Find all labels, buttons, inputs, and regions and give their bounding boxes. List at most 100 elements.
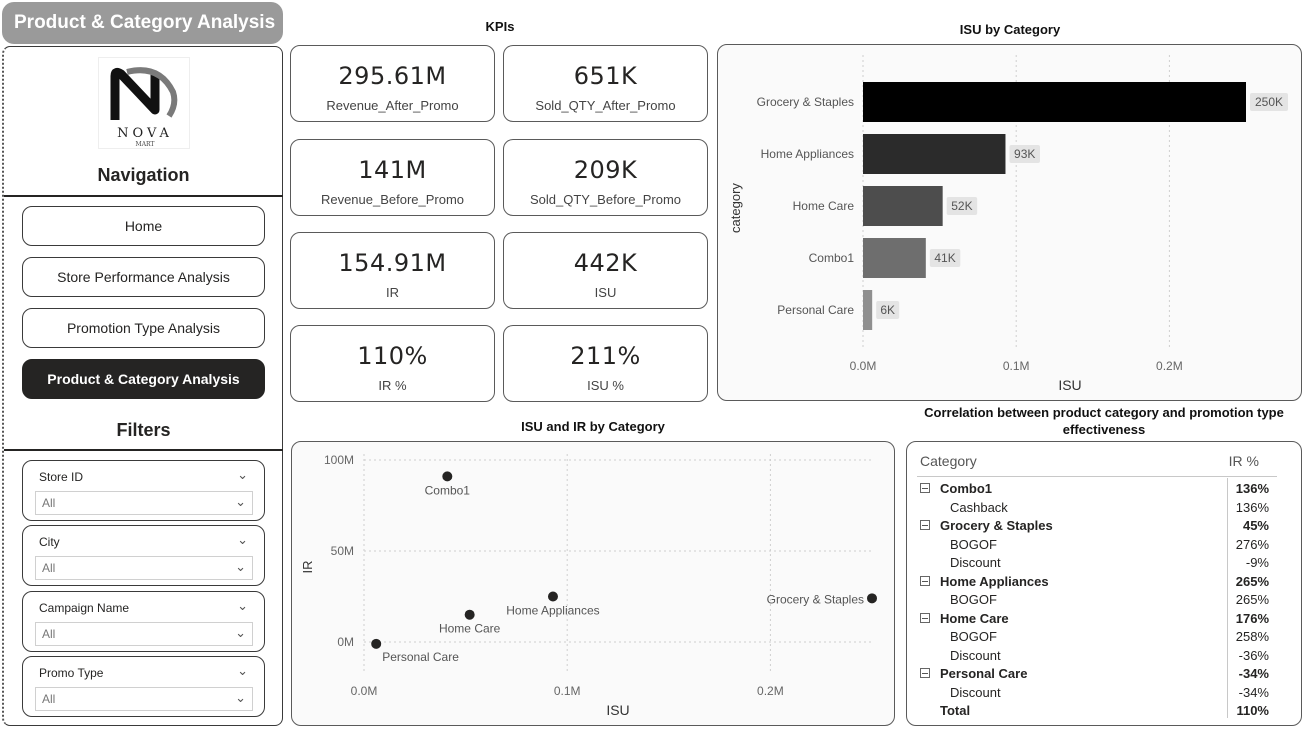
kpi-card: 154.91M IR: [290, 232, 495, 309]
row-value: 136%: [1235, 481, 1269, 496]
table-row: Total 110%: [907, 702, 1301, 720]
kpi-label: IR: [386, 285, 399, 300]
chevron-down-icon[interactable]: ⌄: [237, 467, 248, 482]
filter-label: Campaign Name: [39, 601, 130, 615]
divider: [4, 449, 283, 451]
kpi-value: 141M: [358, 156, 427, 184]
row-value: 110%: [1236, 703, 1269, 718]
nav-home-button[interactable]: Home: [22, 206, 265, 246]
row-value: -34%: [1238, 666, 1269, 681]
scatter-point: [867, 593, 877, 604]
store-id-dropdown[interactable]: All ⌄: [35, 491, 253, 515]
collapse-icon[interactable]: [920, 575, 930, 586]
bar: [863, 134, 1006, 174]
table-row[interactable]: Personal Care -34%: [907, 665, 1301, 683]
table-row[interactable]: Combo1 136%: [907, 480, 1301, 498]
row-label: Home Care: [940, 610, 1009, 626]
column-header-category[interactable]: Category: [920, 453, 977, 469]
filter-label: Promo Type: [39, 666, 104, 680]
filter-campaign-name: Campaign Name ⌄ All ⌄: [22, 591, 265, 652]
y-tick-label: 0M: [337, 635, 354, 649]
row-label: Discount: [950, 684, 1001, 700]
row-label: BOGOF: [950, 629, 997, 644]
table-row[interactable]: Home Appliances 265%: [907, 573, 1301, 591]
table-row[interactable]: Home Care 176%: [907, 610, 1301, 628]
row-value: 176%: [1235, 610, 1269, 626]
data-label-bg: [1009, 145, 1040, 163]
row-value: -36%: [1238, 647, 1269, 663]
bar: [863, 82, 1246, 122]
kpi-value: 211%: [570, 342, 641, 370]
row-value: -34%: [1238, 684, 1269, 700]
chevron-down-icon: ⌄: [235, 690, 246, 705]
nav-promotion-type-button[interactable]: Promotion Type Analysis: [22, 308, 265, 348]
row-label: Grocery & Staples: [940, 518, 1053, 533]
bar-chart-title: ISU by Category: [959, 22, 1061, 37]
kpi-card: 442K ISU: [503, 232, 708, 309]
nova-mart-logo: NOVA MART: [98, 57, 190, 149]
data-label: 250K: [1255, 95, 1283, 109]
bar-chart-svg: 0.0M 0.1M 0.2M Grocery & Staples 250K Home Ap…: [728, 55, 1288, 393]
x-tick-label: 0.2M: [757, 684, 784, 698]
row-label: Combo1: [940, 481, 992, 496]
x-tick-label: 0.1M: [554, 684, 581, 698]
isu-by-category-chart[interactable]: 0.0M 0.1M 0.2M Grocery & Staples 250K Home Ap…: [717, 44, 1302, 401]
row-value: 45%: [1242, 518, 1269, 533]
collapse-icon[interactable]: [920, 483, 930, 493]
category-label: Home Care: [793, 199, 855, 213]
city-dropdown[interactable]: All ⌄: [35, 556, 253, 580]
scatter-chart-svg: 0M 50M 100M 0.0M 0.1M 0.2M Combo1 Grocery & Sta…: [300, 453, 877, 718]
kpi-card: 110% IR %: [290, 325, 495, 402]
x-tick-label: 0.0M: [850, 359, 877, 373]
column-header-ir-pct[interactable]: IR %: [1228, 453, 1259, 469]
filter-label: City: [39, 535, 60, 549]
table-row: BOGOF 276%: [907, 536, 1301, 554]
point-label: Grocery & Staples: [767, 592, 864, 606]
logo-brand-text: NOVA: [117, 126, 173, 141]
collapse-icon[interactable]: [920, 668, 930, 678]
chevron-down-icon[interactable]: ⌄: [237, 598, 248, 613]
collapse-icon[interactable]: [920, 520, 930, 530]
row-value: 276%: [1235, 536, 1269, 552]
row-label: BOGOF: [950, 592, 997, 607]
chevron-down-icon: ⌄: [235, 494, 246, 509]
row-value: 265%: [1235, 573, 1269, 589]
kpi-label: Sold_QTY_Before_Promo: [529, 192, 682, 207]
point-label: Home Care: [439, 622, 501, 636]
scatter-point: [442, 471, 453, 482]
y-tick-label: 100M: [324, 453, 354, 467]
nav-product-category-button[interactable]: Product & Category Analysis: [22, 359, 265, 399]
x-tick-label: 0.0M: [351, 684, 378, 698]
kpi-label: Revenue_Before_Promo: [320, 192, 465, 207]
table-row[interactable]: Grocery & Staples 45%: [907, 517, 1301, 535]
chevron-down-icon[interactable]: ⌄: [237, 532, 248, 547]
x-tick-label: 0.2M: [1156, 359, 1183, 373]
scatter-point: [464, 609, 475, 620]
filter-city: City ⌄ All ⌄: [22, 525, 265, 586]
row-label: BOGOF: [950, 536, 997, 552]
y-tick-label: 50M: [331, 544, 354, 558]
bar: [863, 186, 943, 226]
data-label: 93K: [1014, 147, 1035, 161]
header-divider: [917, 476, 1277, 477]
kpi-value: 110%: [357, 342, 428, 370]
kpi-value: 209K: [573, 156, 638, 184]
campaign-name-dropdown[interactable]: All ⌄: [35, 622, 253, 646]
row-label: Home Appliances: [940, 573, 1049, 589]
promo-type-dropdown[interactable]: All ⌄: [35, 687, 253, 711]
kpi-value: 154.91M: [338, 249, 447, 277]
row-value: 258%: [1235, 629, 1269, 644]
chevron-down-icon[interactable]: ⌄: [237, 663, 248, 678]
category-label: Home Appliances: [761, 147, 854, 161]
filter-label: Store ID: [39, 470, 84, 484]
collapse-icon[interactable]: [920, 612, 930, 623]
isu-ir-scatter-chart[interactable]: 0M 50M 100M 0.0M 0.1M 0.2M Combo1 Grocery & Sta…: [291, 441, 895, 726]
page-title: Product & Category Analysis: [2, 2, 283, 44]
kpi-card: 209K Sold_QTY_Before_Promo: [503, 139, 708, 216]
matrix-title: Correlation between product category and…: [924, 405, 1284, 437]
data-label: 52K: [951, 199, 972, 213]
nav-store-performance-button[interactable]: Store Performance Analysis: [22, 257, 265, 297]
kpi-card: 141M Revenue_Before_Promo: [290, 139, 495, 216]
category-label: Personal Care: [777, 303, 854, 317]
point-label: Combo1: [425, 483, 471, 497]
